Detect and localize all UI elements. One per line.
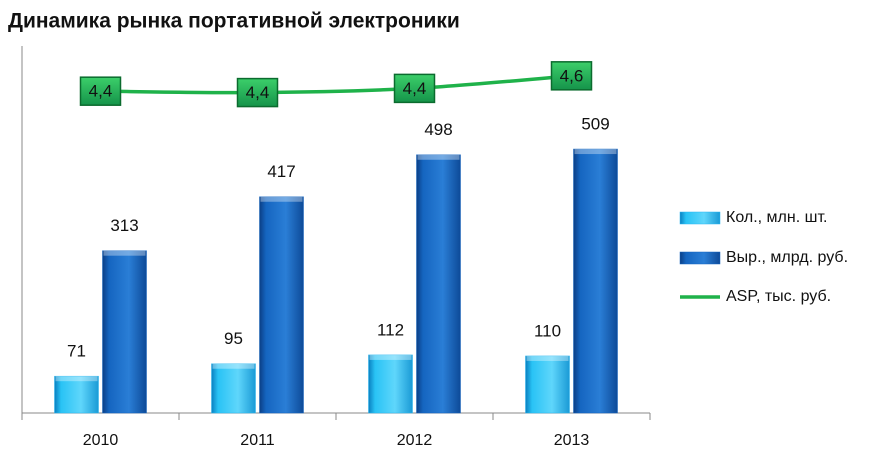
bar-bevel (260, 196, 303, 202)
legend-swatch (679, 211, 721, 225)
data-label-box (550, 61, 593, 91)
bar-bevel (212, 363, 255, 369)
bar (573, 148, 618, 414)
line (100, 74, 572, 95)
legend-swatch (679, 251, 721, 265)
data-label: 71 (67, 342, 86, 361)
legend-label: ASP, тыс. руб. (726, 288, 831, 305)
data-label: 4,6 (560, 66, 584, 85)
bar-bevel (369, 354, 412, 360)
data-label: 95 (224, 329, 243, 348)
bar-bevel (526, 355, 569, 361)
data-label: 4,4 (403, 79, 427, 98)
data-label: 4,4 (89, 82, 113, 101)
bar-bevel (574, 149, 617, 155)
bar-bevel (55, 376, 98, 382)
data-label: 498 (424, 120, 452, 139)
x-tick-label: 2010 (83, 432, 119, 449)
x-tick-label: 2011 (240, 432, 275, 449)
legend-label: Выр., млрд. руб. (726, 249, 848, 266)
legend-label: Кол., млн. шт. (726, 209, 827, 226)
data-label: 313 (110, 216, 138, 235)
bar (211, 363, 256, 414)
data-label: 4,4 (246, 83, 270, 102)
data-label-box (393, 73, 436, 104)
bar-bevel (103, 250, 146, 256)
data-label: 417 (267, 162, 295, 181)
bar (102, 250, 147, 414)
bar (54, 375, 99, 414)
bar (259, 196, 304, 414)
data-label-box (79, 76, 122, 106)
bar (416, 154, 461, 414)
data-label-box (236, 77, 279, 108)
bar-bevel (417, 154, 460, 160)
x-tick-label: 2013 (554, 432, 590, 449)
bar (368, 354, 413, 414)
data-label: 509 (581, 115, 609, 134)
data-label: 110 (534, 321, 561, 340)
x-tick-label: 2012 (397, 432, 433, 449)
data-label: 112 (377, 320, 404, 339)
bar (525, 355, 570, 414)
category-ticks (21, 413, 651, 420)
chart-title: Динамика рынка портативной электроники (8, 10, 460, 33)
